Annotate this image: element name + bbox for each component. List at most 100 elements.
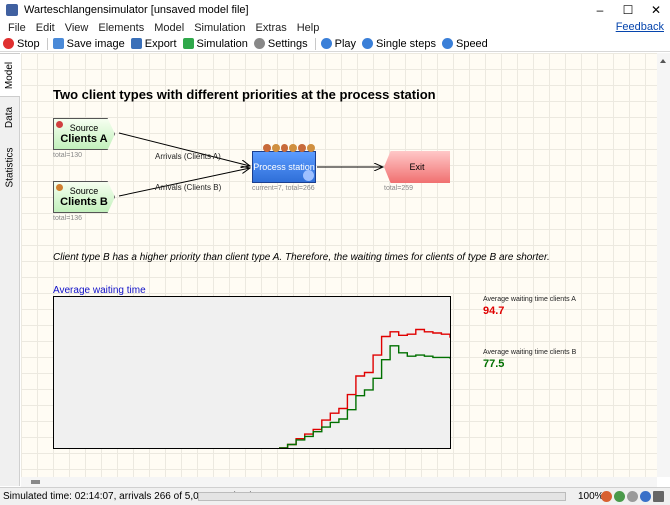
play-button[interactable]: Play (320, 37, 357, 50)
toolbar-separator (46, 37, 48, 50)
chart-title: Average waiting time (53, 285, 146, 296)
fullscreen-icon[interactable] (653, 491, 664, 502)
menu-help[interactable]: Help (296, 22, 320, 34)
zoom-in-icon[interactable] (614, 491, 625, 502)
status-text: Simulated time: 02:14:07, arrivals 266 o… (3, 491, 254, 502)
simulation-button[interactable]: Simulation (182, 37, 248, 50)
zoom-reset-icon[interactable] (627, 491, 638, 502)
zoom-controls (601, 491, 666, 502)
exit-stat: total=259 (384, 185, 413, 192)
save-image-button[interactable]: Save image (52, 37, 125, 50)
menu-model[interactable]: Model (154, 22, 185, 34)
gear-icon (253, 38, 265, 49)
vertical-scrollbar[interactable] (657, 53, 670, 477)
minimize-button[interactable]: – (596, 3, 604, 17)
process-station-name: Process station (253, 162, 315, 172)
tab-data[interactable]: Data (0, 99, 20, 135)
source-b-name: Clients B (60, 196, 108, 208)
readout-b: Average waiting time clients B 77.5 (483, 349, 576, 370)
readout-a-label: Average waiting time clients A (483, 296, 576, 303)
settings-label: Settings (267, 37, 308, 50)
speed-label: Speed (455, 37, 488, 50)
exit-station[interactable]: Exit (384, 151, 450, 183)
toolbar: Stop Save image Export Simulation Settin… (0, 36, 670, 52)
person-icon (56, 184, 63, 191)
series-line-1 (279, 345, 450, 448)
tab-statistics-label: Statistics (4, 146, 16, 188)
zoom-fit-icon[interactable] (640, 491, 651, 502)
status-bar: Simulated time: 02:14:07, arrivals 266 o… (0, 487, 670, 505)
source-a-name: Clients A (60, 133, 108, 145)
single-steps-button[interactable]: Single steps (362, 38, 436, 50)
maximize-button[interactable]: ☐ (622, 3, 634, 17)
edge-b-label: Arrivals (Clients B) (155, 183, 222, 192)
menu-simulation[interactable]: Simulation (194, 22, 246, 34)
tab-model-label: Model (4, 61, 16, 89)
source-a-kind: Source (69, 123, 99, 133)
simulation-label: Simulation (196, 37, 248, 50)
source-clients-a[interactable]: Source Clients A (53, 118, 115, 150)
scroll-thumb[interactable] (31, 480, 40, 484)
model-canvas[interactable]: Two client types with different prioriti… (21, 53, 657, 477)
image-icon (52, 38, 64, 49)
edge-b-line[interactable] (118, 168, 250, 197)
zoom-out-icon[interactable] (601, 491, 612, 502)
feedback-link[interactable]: Feedback (615, 21, 664, 33)
operator-icon (303, 170, 314, 181)
simulation-icon (182, 38, 194, 49)
title-bar: Warteschlangensimulator [unsaved model f… (0, 0, 670, 20)
tab-model[interactable]: Model (0, 53, 20, 97)
simulation-progress (198, 492, 566, 501)
play-label: Play (334, 37, 357, 50)
readout-a: Average waiting time clients A 94.7 (483, 296, 576, 317)
edge-a-label: Arrivals (Clients A) (155, 152, 221, 161)
speed-button[interactable]: Speed (441, 37, 488, 50)
source-b-kind: Source (69, 186, 99, 196)
close-button[interactable]: ✕ (650, 3, 662, 17)
process-station-stat: current=7, total=266 (252, 185, 315, 192)
settings-button[interactable]: Settings (253, 37, 308, 50)
readout-b-value: 77.5 (483, 358, 505, 370)
scroll-up-icon[interactable] (660, 59, 666, 63)
menu-view[interactable]: View (64, 22, 89, 34)
export-label: Export (144, 37, 177, 50)
edge-a-line[interactable] (118, 132, 250, 166)
window-title: Warteschlangensimulator [unsaved model f… (24, 4, 249, 16)
stop-icon (3, 38, 14, 49)
step-icon (362, 38, 374, 49)
menu-extras[interactable]: Extras (255, 22, 287, 34)
menu-file[interactable]: File (8, 22, 26, 34)
save-image-label: Save image (66, 37, 125, 50)
side-tabs: Model Data Statistics (0, 53, 20, 486)
toolbar-separator (314, 37, 316, 50)
menu-elements[interactable]: Elements (98, 22, 145, 34)
model-title: Two client types with different prioriti… (53, 87, 436, 102)
export-icon (130, 38, 142, 49)
readout-b-label: Average waiting time clients B (483, 349, 577, 356)
speed-icon (441, 38, 453, 49)
source-a-stat: total=130 (53, 152, 82, 159)
edges-layer (118, 132, 657, 197)
single-steps-label: Single steps (376, 37, 436, 50)
export-button[interactable]: Export (130, 37, 177, 50)
person-icon (56, 121, 63, 128)
source-b-stat: total=136 (53, 215, 82, 222)
stop-button[interactable]: Stop (3, 38, 40, 50)
menu-bar: File Edit View Elements Model Simulation… (0, 20, 670, 36)
source-clients-b[interactable]: Source Clients B (53, 181, 115, 213)
window-controls: – ☐ ✕ (586, 0, 670, 20)
series-line-0 (279, 328, 450, 448)
stop-label: Stop (17, 37, 40, 50)
zoom-level: 100% (578, 491, 604, 502)
menu-edit[interactable]: Edit (35, 22, 55, 34)
waiting-time-chart[interactable] (53, 296, 451, 449)
tab-statistics[interactable]: Statistics (0, 139, 20, 195)
app-icon (6, 4, 18, 16)
queue-clients-icon (263, 144, 315, 152)
tab-data-label: Data (4, 106, 16, 128)
play-icon (320, 38, 332, 49)
chart-plot (279, 328, 450, 448)
exit-name: Exit (409, 162, 425, 172)
horizontal-scrollbar[interactable] (21, 477, 657, 487)
readout-a-value: 94.7 (483, 305, 505, 317)
